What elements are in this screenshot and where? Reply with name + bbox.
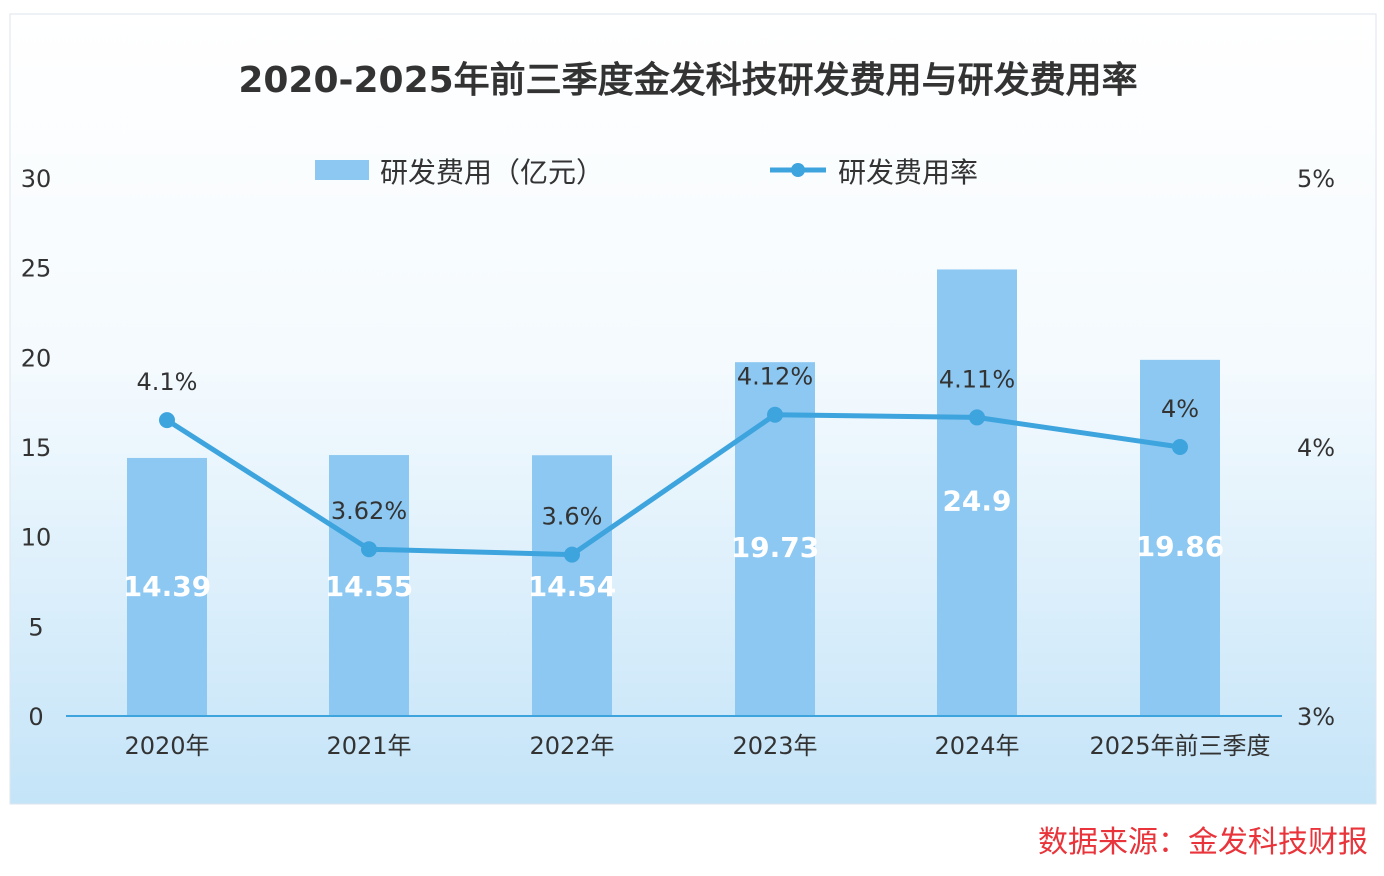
- chart-title: 2020-2025年前三季度金发科技研发费用与研发费用率: [238, 59, 1137, 101]
- rate-value-label: 3.62%: [331, 497, 407, 525]
- bar-value-label: 14.55: [325, 570, 414, 603]
- rate-value-label: 3.6%: [542, 503, 603, 531]
- rate-point[interactable]: [159, 412, 175, 429]
- rate-point[interactable]: [564, 546, 580, 563]
- bar-value-label: 14.54: [528, 570, 617, 603]
- y-right-tick-label: 3%: [1297, 703, 1335, 731]
- legend-item-bar[interactable]: 研发费用（亿元）: [315, 156, 604, 189]
- legend: 研发费用（亿元） 研发费用率: [315, 156, 978, 189]
- y-left-tick-label: 30: [21, 165, 52, 193]
- rate-point[interactable]: [767, 406, 783, 423]
- y-axis-left: 0 5 10 15 20 25 30: [21, 165, 52, 731]
- y-left-tick-label: 20: [21, 344, 52, 372]
- rate-value-label: 4.12%: [737, 363, 813, 391]
- bar-value-label: 19.73: [731, 531, 820, 564]
- bar[interactable]: [937, 269, 1017, 716]
- bar[interactable]: [127, 457, 207, 716]
- y-left-tick-label: 10: [21, 524, 52, 552]
- bar[interactable]: [532, 455, 612, 716]
- legend-line-marker: [791, 163, 805, 177]
- x-tick-label: 2024年: [934, 732, 1019, 760]
- x-tick-label: 2020年: [124, 732, 209, 760]
- bar-value-label: 24.9: [942, 485, 1011, 518]
- rate-line: [165, 412, 1181, 558]
- y-left-tick-label: 0: [28, 703, 43, 731]
- legend-item-line[interactable]: 研发费用率: [770, 156, 978, 189]
- source-note: 数据来源：金发科技财报: [1038, 825, 1368, 860]
- bar[interactable]: [329, 455, 409, 716]
- y-right-tick-label: 4%: [1297, 434, 1335, 462]
- y-axis-right: 3% 4% 5%: [1297, 165, 1335, 731]
- legend-bar-swatch: [315, 160, 369, 180]
- rate-line-series: 4.1% 3.62% 3.6% 4.12% 4.11% 4%: [137, 363, 1199, 563]
- rate-point[interactable]: [361, 541, 377, 558]
- rate-value-label: 4.11%: [939, 365, 1015, 393]
- y-left-tick-label: 15: [21, 434, 52, 462]
- bar[interactable]: [1140, 359, 1220, 716]
- bar-value-label: 19.86: [1136, 530, 1225, 563]
- y-right-tick-label: 5%: [1297, 165, 1335, 193]
- x-tick-label: 2021年: [326, 732, 411, 760]
- rate-value-label: 4%: [1161, 395, 1199, 423]
- x-tick-label: 2022年: [529, 732, 614, 760]
- x-tick-label: 2023年: [732, 732, 817, 760]
- legend-line-label: 研发费用率: [838, 156, 978, 189]
- rate-point[interactable]: [1172, 439, 1188, 455]
- bar-value-label: 14.39: [123, 570, 212, 603]
- y-left-tick-label: 25: [21, 255, 52, 283]
- rate-point[interactable]: [969, 409, 985, 426]
- x-axis: 2020年 2021年 2022年 2023年 2024年 2025年前三季度: [124, 732, 1270, 760]
- x-tick-label: 2025年前三季度: [1089, 732, 1270, 760]
- y-left-tick-label: 5: [28, 613, 43, 641]
- rate-value-label: 4.1%: [137, 368, 198, 396]
- legend-bar-label: 研发费用（亿元）: [380, 156, 604, 189]
